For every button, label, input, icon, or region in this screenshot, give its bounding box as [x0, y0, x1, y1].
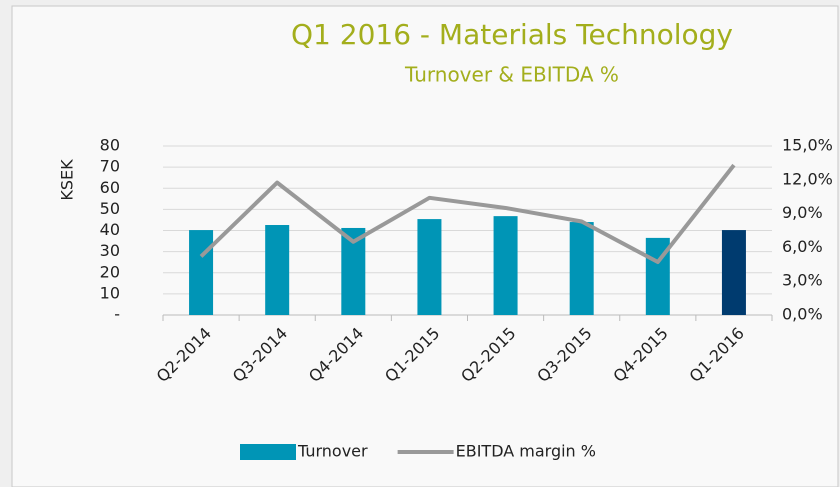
- legend-swatch: [240, 444, 296, 460]
- bar: [721, 230, 746, 315]
- y-axis-label: KSEK: [58, 159, 77, 201]
- y-tick-label: 80: [100, 136, 120, 155]
- y2-tick-label: 6,0%: [782, 237, 823, 256]
- y-tick-label: -: [114, 305, 120, 324]
- legend-label: EBITDA margin %: [456, 442, 596, 461]
- chart-title: Q1 2016 - Materials Technology: [291, 18, 733, 51]
- y2-tick-label: 15,0%: [782, 136, 833, 155]
- y-tick-label: 20: [100, 262, 120, 281]
- y-tick-label: 50: [100, 199, 120, 218]
- bar: [265, 225, 290, 315]
- y2-tick-label: 0,0%: [782, 305, 823, 324]
- y-tick-label: 60: [100, 178, 120, 197]
- y2-tick-label: 9,0%: [782, 203, 823, 222]
- bar: [189, 230, 214, 315]
- y-tick-label: 10: [100, 283, 120, 302]
- bar: [569, 222, 594, 315]
- bar: [493, 216, 518, 315]
- bar: [417, 219, 442, 315]
- line: [199, 163, 736, 265]
- legend-label: Turnover: [297, 442, 368, 461]
- y2-tick-label: 3,0%: [782, 271, 823, 290]
- chart-subtitle: Turnover & EBITDA %: [404, 63, 619, 87]
- y-tick-label: 30: [100, 241, 120, 260]
- y2-tick-label: 12,0%: [782, 169, 833, 188]
- y-tick-label: 70: [100, 157, 120, 176]
- y-tick-label: 40: [100, 220, 120, 239]
